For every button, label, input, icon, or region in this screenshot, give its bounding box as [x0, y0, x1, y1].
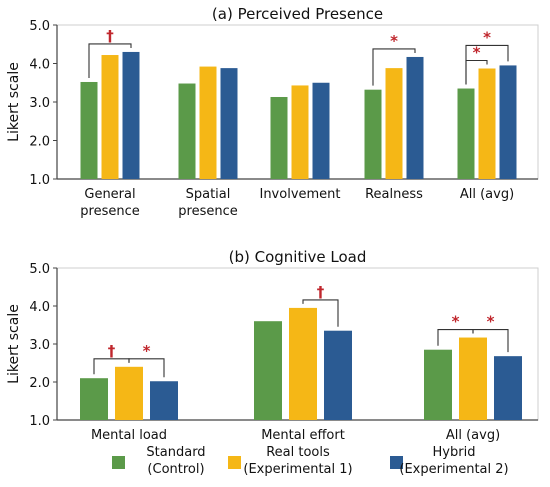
- chart-title: (b) Cognitive Load: [229, 248, 367, 266]
- category-label: Involvement: [259, 187, 340, 202]
- bar-real-tools: [115, 366, 143, 420]
- significance-bracket: [372, 48, 416, 86]
- category-label: All (avg): [460, 187, 514, 202]
- legend-swatch-real-tools: [228, 456, 241, 469]
- bar-standard: [80, 81, 98, 179]
- bar-standard: [178, 83, 196, 179]
- bar-real-tools: [459, 337, 487, 420]
- y-axis-label: Likert scale: [6, 62, 22, 142]
- category-label: Mental effort: [261, 428, 345, 443]
- y-tick-label: 1.0: [29, 173, 50, 188]
- bar-hybrid: [499, 65, 517, 179]
- significance-mark: *: [452, 313, 460, 331]
- legend-label: (Experimental 2): [399, 462, 508, 477]
- bar-real-tools: [478, 68, 496, 179]
- bar-standard: [80, 378, 108, 420]
- y-axis-label: Likert scale: [6, 304, 22, 384]
- significance-mark: *: [143, 342, 151, 360]
- bar-standard: [270, 96, 288, 179]
- bar-hybrid: [122, 51, 140, 180]
- bar-real-tools: [101, 55, 119, 179]
- category-label: Spatial: [186, 187, 231, 202]
- significance-mark: *: [487, 313, 495, 331]
- y-tick-label: 2.0: [29, 135, 50, 150]
- bar-real-tools: [291, 85, 309, 179]
- bar-hybrid: [150, 381, 178, 420]
- y-tick-label: 1.0: [29, 414, 50, 429]
- y-tick-label: 4.0: [29, 58, 50, 73]
- y-tick-label: 3.0: [29, 96, 50, 111]
- bar-real-tools: [199, 66, 217, 179]
- significance-mark: †: [317, 283, 325, 301]
- significance-mark: *: [483, 28, 491, 46]
- bar-standard: [254, 321, 282, 420]
- significance-mark: *: [390, 32, 398, 50]
- bar-real-tools: [289, 307, 317, 420]
- significance-mark: †: [106, 27, 114, 45]
- bar-hybrid: [220, 68, 238, 179]
- chart-title: (a) Perceived Presence: [212, 5, 383, 23]
- category-label: Realness: [365, 187, 423, 202]
- bar-standard: [457, 88, 475, 179]
- bar-hybrid: [406, 56, 424, 179]
- bar-real-tools: [385, 68, 403, 179]
- y-tick-label: 5.0: [29, 19, 50, 34]
- bar-standard: [364, 89, 382, 179]
- chart-panel-perceived-presence: 1.0 2.0 3.0 4.0 5.0 (a) Perceived Presence Lik…: [6, 5, 539, 219]
- legend-swatch-hybrid: [390, 456, 403, 469]
- bar-standard: [424, 349, 452, 420]
- bar-hybrid: [494, 356, 522, 420]
- significance-bracket: [88, 43, 132, 78]
- significance-mark: *: [473, 44, 481, 62]
- legend-label: Standard: [146, 445, 205, 460]
- significance-mark: †: [108, 342, 116, 360]
- chart-panel-cognitive-load: 1.0 2.0 3.0 4.0 5.0 (b) Cognitive Load Likert …: [6, 248, 539, 443]
- y-tick-label: 4.0: [29, 300, 50, 315]
- legend-label: (Control): [147, 462, 204, 477]
- bar-hybrid: [312, 82, 330, 179]
- category-label: Mental load: [91, 428, 167, 443]
- category-label: General: [84, 187, 135, 202]
- category-label: presence: [80, 204, 139, 219]
- legend-swatch-standard: [112, 456, 125, 469]
- significance-bracket: [302, 299, 339, 327]
- significance-bracket: [472, 328, 509, 353]
- y-tick-label: 3.0: [29, 338, 50, 353]
- significance-bracket: [128, 358, 165, 378]
- y-tick-label: 2.0: [29, 376, 50, 391]
- category-label: presence: [178, 204, 237, 219]
- legend: Standard (Control) Real tools (Experimental…: [112, 445, 509, 477]
- bar-hybrid: [324, 330, 352, 420]
- legend-label: Hybrid: [433, 445, 476, 460]
- legend-label: (Experimental 1): [243, 462, 352, 477]
- y-tick-label: 5.0: [29, 262, 50, 277]
- significance-bracket: [465, 44, 509, 85]
- category-label: All (avg): [446, 428, 500, 443]
- legend-label: Real tools: [266, 445, 330, 460]
